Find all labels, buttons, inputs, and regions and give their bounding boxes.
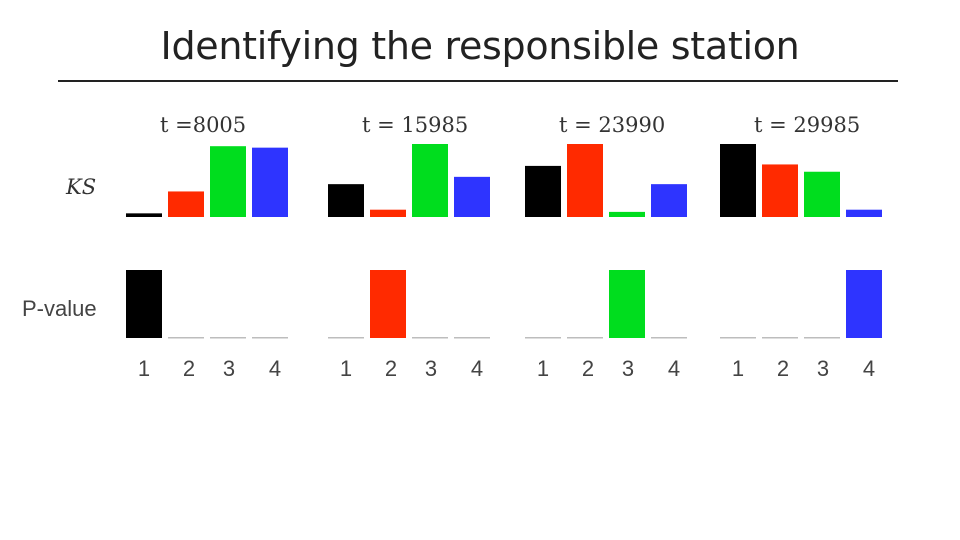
- tick-label: 3: [223, 356, 235, 381]
- ks-bar-4: [454, 176, 490, 217]
- ks-bar-1: [525, 165, 561, 217]
- ks-bar-3: [412, 144, 448, 217]
- panel-title: t = 29985: [754, 113, 860, 137]
- pvalue-bar-4: [252, 337, 288, 339]
- tick-label: 1: [537, 356, 549, 381]
- pvalue-bar-2: [370, 270, 406, 338]
- slide-title: Identifying the responsible station: [160, 24, 800, 68]
- ks-bar-4: [846, 209, 882, 217]
- ks-bar-2: [762, 164, 798, 217]
- tick-label: 4: [668, 356, 680, 381]
- ks-bar-1: [328, 184, 364, 217]
- row-label-ks: KS: [65, 175, 96, 199]
- panel-4: t = 29985 1 2 3 4: [720, 113, 882, 381]
- pvalue-bar-1: [126, 270, 162, 338]
- pvalue-bar-2: [762, 337, 798, 339]
- ks-bar-2: [370, 209, 406, 217]
- ks-bar-2: [168, 191, 204, 217]
- ks-bar-4: [651, 184, 687, 217]
- pvalue-bar-4: [454, 337, 490, 339]
- tick-label: 1: [732, 356, 744, 381]
- ks-bar-3: [609, 211, 645, 217]
- pvalue-bar-4: [651, 337, 687, 339]
- ks-bar-1: [720, 144, 756, 217]
- tick-label: 4: [863, 356, 875, 381]
- tick-label: 2: [183, 356, 195, 381]
- panel-title: t = 15985: [362, 113, 468, 137]
- tick-label: 3: [817, 356, 829, 381]
- title-divider: [58, 80, 898, 82]
- pvalue-bar-3: [804, 337, 840, 339]
- panel-1: t =8005 1 2 3 4: [126, 113, 288, 381]
- pvalue-bar-3: [210, 337, 246, 339]
- tick-label: 2: [777, 356, 789, 381]
- panel-2: t = 15985 1 2 3 4: [328, 113, 490, 381]
- ks-bar-3: [804, 171, 840, 217]
- tick-label: 2: [385, 356, 397, 381]
- pvalue-bar-2: [567, 337, 603, 339]
- panel-3: t = 23990 1 2 3 4: [525, 113, 687, 381]
- pvalue-bar-1: [328, 337, 364, 339]
- ks-bar-1: [126, 213, 162, 217]
- tick-label: 4: [269, 356, 281, 381]
- panel-title: t = 23990: [559, 113, 665, 137]
- tick-label: 1: [340, 356, 352, 381]
- tick-label: 4: [471, 356, 483, 381]
- tick-label: 1: [138, 356, 150, 381]
- pvalue-bar-4: [846, 270, 882, 338]
- tick-label: 3: [425, 356, 437, 381]
- tick-label: 3: [622, 356, 634, 381]
- pvalue-bar-3: [609, 270, 645, 338]
- pvalue-bar-2: [168, 337, 204, 339]
- pvalue-bar-3: [412, 337, 448, 339]
- panel-title: t =8005: [160, 113, 246, 137]
- ks-bar-2: [567, 144, 603, 217]
- pvalue-bar-1: [720, 337, 756, 339]
- tick-label: 2: [582, 356, 594, 381]
- ks-bar-3: [210, 146, 246, 217]
- ks-bar-4: [252, 147, 288, 217]
- pvalue-bar-1: [525, 337, 561, 339]
- row-label-pvalue: P-value: [22, 296, 97, 321]
